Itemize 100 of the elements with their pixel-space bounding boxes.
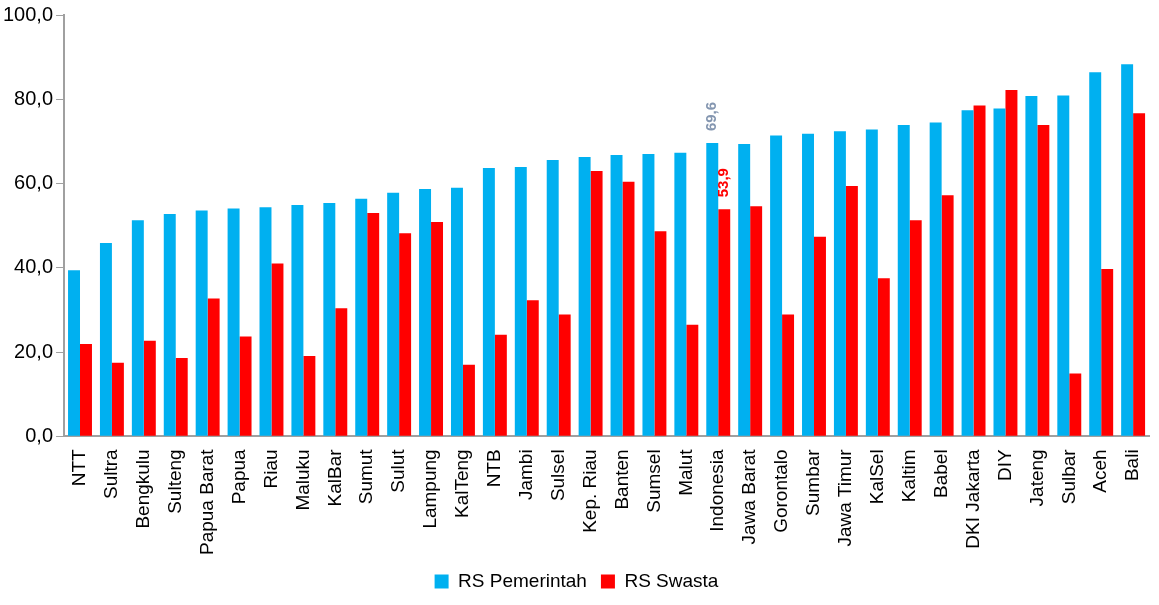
bar <box>80 344 92 436</box>
x-tick-label: Banten <box>610 449 632 510</box>
bar <box>578 157 591 436</box>
x-tick-label: Sumbar <box>802 448 824 516</box>
bar <box>462 364 475 436</box>
x-tick-label: KalSel <box>866 449 888 505</box>
data-label: 53,9 <box>714 168 732 198</box>
bar <box>68 270 81 436</box>
bar <box>897 124 910 436</box>
x-tick-label: Sultra <box>100 448 122 500</box>
bar <box>1005 90 1018 436</box>
bar <box>163 213 176 436</box>
x-tick-label: Sulsel <box>546 449 568 502</box>
bar <box>99 242 112 436</box>
bar <box>195 210 208 436</box>
x-tick-label: Malut <box>674 448 696 496</box>
x-tick-label: Sulteng <box>163 449 185 514</box>
bar <box>355 198 368 436</box>
bar <box>686 324 699 436</box>
bar <box>706 143 719 436</box>
bar <box>590 170 603 436</box>
y-tick-label: 80,0 <box>14 86 54 109</box>
bar <box>622 181 635 436</box>
bar <box>431 221 444 436</box>
x-tick-label: Lampung <box>419 449 441 529</box>
x-tick-label: DIY <box>993 449 1015 482</box>
x-tick-label: Jawa Timur <box>834 448 856 547</box>
bar <box>813 236 826 436</box>
legend-label: RS Swasta <box>624 569 719 591</box>
bar <box>399 233 412 436</box>
bar <box>546 159 559 436</box>
bar <box>674 152 687 436</box>
bar <box>271 263 284 436</box>
x-tick-label: Bali <box>1121 449 1143 482</box>
x-tick-label: KalBar <box>323 448 345 507</box>
x-tick-label: Riau <box>259 449 281 489</box>
bar <box>909 220 922 436</box>
bar <box>718 209 731 436</box>
bar <box>419 189 432 436</box>
bar <box>207 298 220 436</box>
x-tick-label: DKI Jakarta <box>961 448 983 549</box>
x-tick-label: Jambi <box>515 449 537 501</box>
x-tick-label: Kep. Riau <box>578 449 600 533</box>
bar <box>367 213 380 436</box>
bar <box>654 231 667 436</box>
bar <box>227 208 240 436</box>
bar <box>642 154 655 436</box>
x-tick-label: Kaltim <box>897 449 919 503</box>
x-tick-label: Jateng <box>1025 449 1047 507</box>
x-tick-label: Maluku <box>291 449 313 511</box>
bar <box>558 314 571 436</box>
bar <box>494 334 507 436</box>
bar <box>175 357 188 436</box>
legend-label: RS Pemerintah <box>458 569 587 591</box>
bar <box>770 135 783 436</box>
bar <box>993 108 1006 436</box>
bar <box>973 105 986 436</box>
x-tick-label: Sulut <box>387 448 409 493</box>
x-tick-label: Sumsel <box>642 449 664 513</box>
y-tick-label: 100,0 <box>2 2 54 25</box>
bar <box>865 129 878 436</box>
bar <box>526 300 539 436</box>
x-tick-label: Papua <box>227 448 249 505</box>
bar <box>335 308 348 436</box>
bar <box>303 355 316 436</box>
y-tick-label: 20,0 <box>14 339 54 362</box>
data-label: 69,6 <box>702 101 720 132</box>
y-tick-label: 40,0 <box>14 255 54 278</box>
bar <box>845 186 858 436</box>
x-tick-label: Papua Barat <box>195 448 217 556</box>
x-tick-label: NTT <box>68 448 90 487</box>
bar <box>929 122 942 436</box>
x-tick-label: KalTeng <box>451 449 473 519</box>
bar <box>1069 373 1082 436</box>
bar <box>941 195 954 436</box>
x-tick-label: Gorontalo <box>770 449 792 533</box>
bar <box>1121 64 1134 436</box>
bar <box>514 167 527 436</box>
bar <box>802 133 814 436</box>
bar <box>738 143 751 436</box>
x-tick-label: Aceh <box>1089 449 1111 493</box>
bar <box>387 192 400 436</box>
x-tick-label: NTB <box>483 449 505 488</box>
bar <box>259 207 272 436</box>
bar <box>961 110 974 436</box>
bar <box>782 314 795 436</box>
bar <box>291 205 304 436</box>
bar <box>111 362 124 436</box>
bar <box>323 202 336 436</box>
bar <box>1101 269 1114 436</box>
x-tick-label: Jawa Barat <box>738 448 760 545</box>
bar <box>610 154 623 436</box>
bar <box>143 340 156 436</box>
bar <box>482 167 495 436</box>
y-tick-label: 0,0 <box>25 423 54 446</box>
x-tick-label: Sulbar <box>1057 448 1079 505</box>
bar <box>450 187 463 436</box>
bar <box>1037 124 1050 436</box>
x-tick-label: Sumut <box>355 448 377 505</box>
bar <box>833 131 846 436</box>
